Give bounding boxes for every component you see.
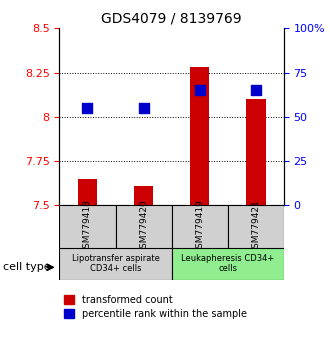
Bar	[246, 99, 266, 205]
FancyBboxPatch shape	[59, 248, 172, 280]
Point	[85, 105, 90, 111]
Bar	[78, 179, 97, 205]
FancyBboxPatch shape	[172, 205, 228, 248]
Text: cell type: cell type	[3, 262, 51, 272]
Text: Lipotransfer aspirate
CD34+ cells: Lipotransfer aspirate CD34+ cells	[72, 254, 159, 273]
FancyBboxPatch shape	[115, 205, 172, 248]
FancyBboxPatch shape	[228, 205, 284, 248]
Text: GSM779418: GSM779418	[83, 199, 92, 254]
Point	[141, 105, 146, 111]
Text: GSM779419: GSM779419	[195, 199, 204, 254]
Legend: transformed count, percentile rank within the sample: transformed count, percentile rank withi…	[64, 295, 247, 319]
Bar	[190, 67, 210, 205]
Text: GSM779421: GSM779421	[251, 199, 260, 254]
Title: GDS4079 / 8139769: GDS4079 / 8139769	[101, 12, 242, 26]
Point	[197, 87, 202, 93]
Text: GSM779420: GSM779420	[139, 199, 148, 254]
Bar	[134, 186, 153, 205]
FancyBboxPatch shape	[59, 205, 116, 248]
FancyBboxPatch shape	[172, 248, 284, 280]
Point	[253, 87, 258, 93]
Text: Leukapheresis CD34+
cells: Leukapheresis CD34+ cells	[181, 254, 274, 273]
